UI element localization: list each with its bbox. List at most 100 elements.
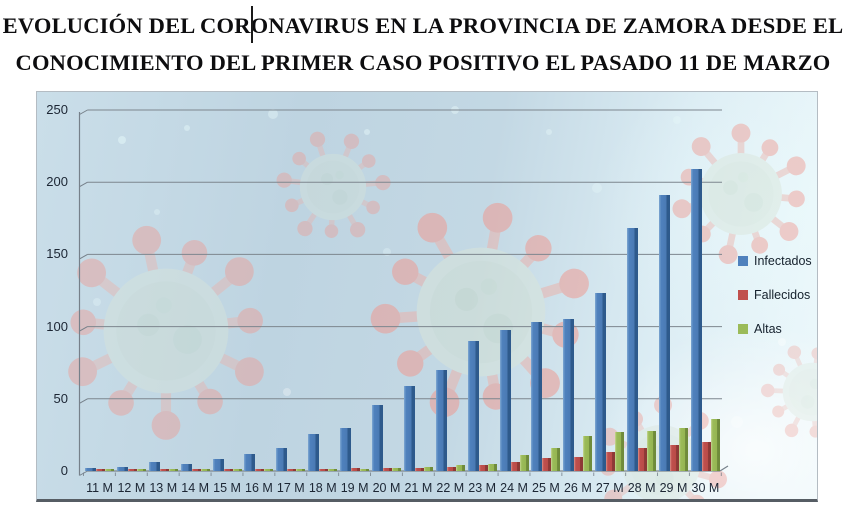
- bar-fallecidos-12m: [127, 468, 137, 471]
- bar-altas-20m: [392, 468, 401, 471]
- bar-infectados-13m: [148, 462, 160, 471]
- bar-altas-16m: [264, 468, 274, 471]
- bar-infectados-22m: [435, 369, 447, 471]
- bar-infectados-11m: [85, 468, 96, 471]
- bar-infectados-24m: [499, 329, 511, 471]
- y-tick-label: 50: [53, 390, 68, 406]
- virus-background-illustration: [38, 106, 817, 499]
- legend-swatch: [738, 289, 748, 300]
- legend-swatch: [738, 323, 748, 334]
- title-line-1: EVOLUCIÓN DEL CORONAVIRUS EN LA PROVINCI…: [2, 13, 844, 38]
- bar-altas-13m: [168, 468, 178, 471]
- bar-fallecidos-11m: [96, 468, 105, 471]
- x-tick-label: 26 M: [563, 481, 592, 495]
- bar-altas-25m: [551, 447, 561, 471]
- bar-fallecidos-28m: [638, 447, 648, 471]
- bar-altas-22m: [455, 465, 465, 471]
- bar-altas-26m: [583, 436, 593, 471]
- bar-fallecidos-18m: [319, 468, 329, 471]
- title-line-2: CONOCIMIENTO DEL PRIMER CASO POSITIVO EL…: [15, 50, 831, 75]
- x-tick-label: 12 M: [117, 481, 146, 495]
- legend-item-altas: Altas: [738, 321, 812, 336]
- y-tick-label: 100: [46, 318, 68, 334]
- x-tick-label: 27 M: [595, 481, 624, 495]
- y-tick-label: 150: [46, 246, 68, 262]
- bar-infectados-30m: [690, 169, 702, 471]
- page-title: EVOLUCIÓN DEL CORONAVIRUS EN LA PROVINCI…: [0, 7, 846, 81]
- bar-fallecidos-20m: [383, 468, 392, 471]
- bar-infectados-23m: [467, 341, 479, 471]
- y-tick-label: 250: [46, 102, 68, 117]
- bar-infectados-15m: [212, 459, 224, 471]
- bar-infectados-20m: [372, 404, 383, 471]
- x-tick-label: 11 M: [86, 481, 113, 495]
- x-tick-label: 28 M: [627, 481, 656, 495]
- x-tick-label: 22 M: [436, 481, 465, 495]
- x-tick-label: 19 M: [340, 481, 369, 495]
- bar-altas-11m: [105, 468, 114, 471]
- y-tick-label: 0: [60, 463, 68, 478]
- legend-item-infectados: Infectados: [738, 254, 812, 268]
- bar-fallecidos-21m: [414, 468, 424, 471]
- text-cursor: [251, 6, 253, 43]
- bar-fallecidos-22m: [446, 466, 456, 471]
- bar-altas-15m: [232, 468, 242, 471]
- bar-fallecidos-29m: [670, 445, 680, 471]
- legend: Infectados Fallecidos Altas: [738, 254, 812, 356]
- bar-fallecidos-27m: [606, 452, 616, 471]
- bar-altas-18m: [328, 468, 338, 471]
- x-tick-label: 21 M: [404, 481, 433, 495]
- bar-infectados-12m: [116, 466, 128, 471]
- x-tick-label: 25 M: [532, 481, 560, 495]
- bar-altas-24m: [519, 455, 529, 471]
- legend-swatch: [738, 255, 748, 266]
- bar-altas-23m: [487, 463, 497, 471]
- legend-label: Fallecidos: [754, 287, 811, 302]
- bar-fallecidos-25m: [542, 458, 552, 471]
- x-tick-label: 16 M: [245, 481, 273, 495]
- x-tick-label: 29 M: [659, 481, 688, 495]
- bar-infectados-26m: [563, 319, 575, 471]
- x-tick-label: 20 M: [372, 481, 401, 495]
- bar-altas-28m: [647, 430, 657, 471]
- x-tick-label: 13 M: [149, 481, 178, 495]
- bar-fallecidos-13m: [159, 468, 169, 471]
- bar-altas-14m: [200, 468, 210, 471]
- bar-infectados-25m: [531, 322, 543, 471]
- y-tick-label: 200: [46, 174, 68, 190]
- bar-infectados-18m: [308, 433, 320, 471]
- bar-fallecidos-14m: [191, 468, 201, 471]
- bar-fallecidos-30m: [701, 442, 711, 471]
- x-tick-label: 17 M: [276, 481, 305, 495]
- bar-infectados-17m: [276, 447, 288, 471]
- bar-fallecidos-17m: [287, 468, 297, 471]
- bar-infectados-16m: [244, 453, 256, 471]
- bar-infectados-27m: [595, 293, 607, 471]
- bar-fallecidos-16m: [255, 468, 265, 471]
- x-tick-label: 30 M: [691, 481, 720, 495]
- x-tick-label: 14 M: [181, 481, 210, 495]
- bar-altas-29m: [679, 427, 689, 471]
- bar-infectados-29m: [659, 195, 671, 471]
- bar-altas-19m: [360, 468, 370, 471]
- x-tick-label: 24 M: [500, 481, 528, 495]
- bar-infectados-19m: [340, 427, 352, 471]
- bar-altas-21m: [423, 466, 433, 471]
- x-tick-label: 23 M: [468, 481, 497, 495]
- bar-altas-17m: [296, 468, 306, 471]
- x-tick-label: 18 M: [308, 481, 337, 495]
- bar-fallecidos-26m: [574, 456, 584, 471]
- bar-altas-12m: [136, 468, 146, 471]
- bar-fallecidos-15m: [223, 468, 233, 471]
- bar-infectados-14m: [180, 463, 192, 471]
- bar-infectados-28m: [627, 228, 639, 471]
- bar-fallecidos-24m: [510, 462, 520, 471]
- x-tick-label: 15 M: [213, 481, 241, 495]
- legend-item-fallecidos: Fallecidos: [738, 287, 812, 302]
- legend-label: Altas: [754, 321, 782, 336]
- bar-fallecidos-19m: [351, 468, 361, 471]
- bar-fallecidos-23m: [478, 465, 488, 471]
